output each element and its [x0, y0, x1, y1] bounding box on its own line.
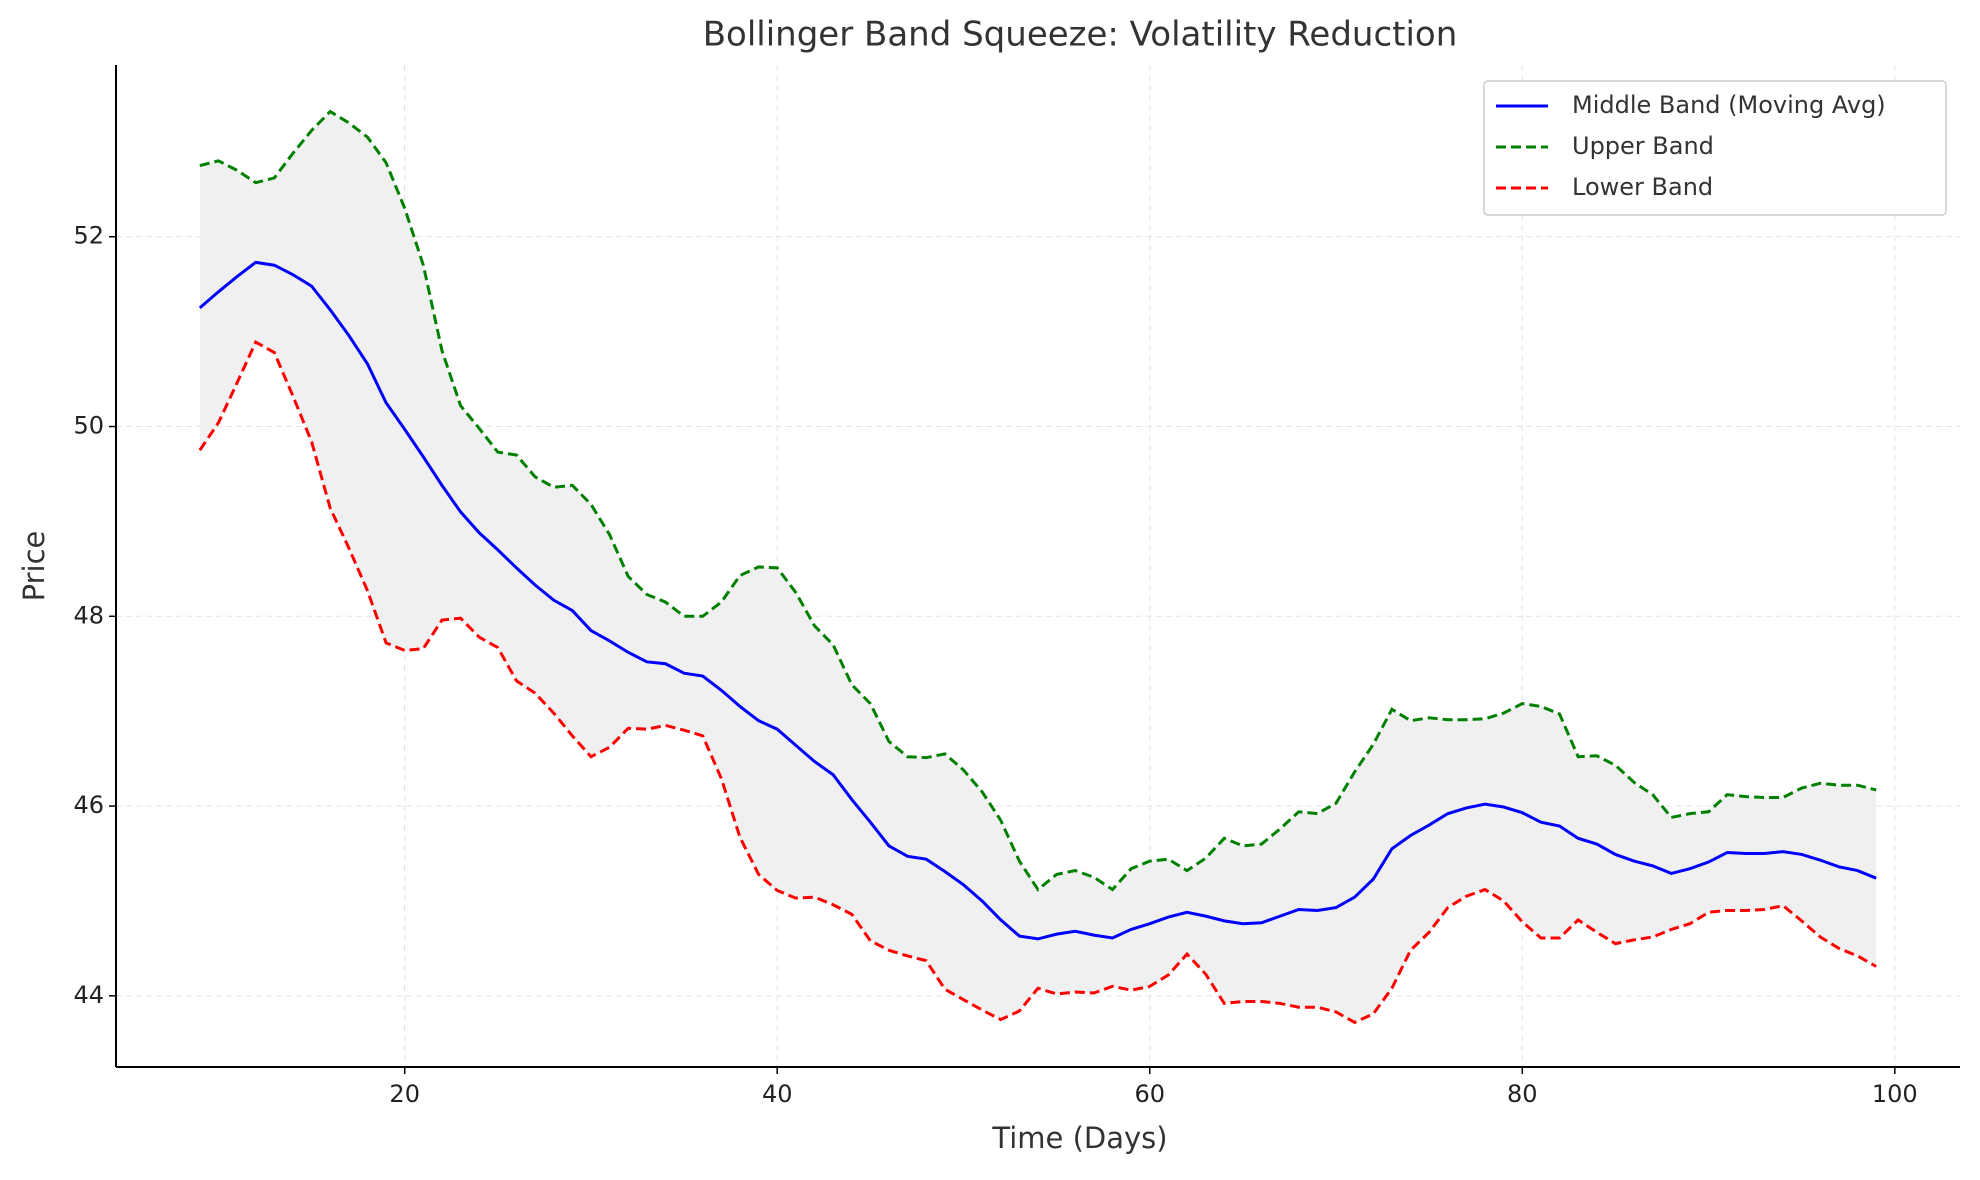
- y-tick-label: 46: [73, 791, 104, 819]
- x-tick-label: 60: [1134, 1080, 1165, 1108]
- band-area: [199, 111, 1877, 1023]
- series-line: [199, 109, 1877, 892]
- chart-title: Bollinger Band Squeeze: Volatility Reduc…: [703, 15, 1458, 55]
- series-line: [198, 339, 1877, 1025]
- legend-box: [1483, 80, 1947, 216]
- series-line: [198, 260, 1877, 941]
- x-tick-label: 80: [1507, 1080, 1538, 1108]
- y-tick-label: 48: [73, 601, 104, 629]
- legend-label: Upper Band: [1572, 132, 1714, 160]
- y-axis-label: Price: [17, 531, 51, 602]
- x-tick-label: 40: [762, 1080, 793, 1108]
- legend-label: Middle Band (Moving Avg): [1572, 91, 1886, 119]
- x-tick-label: 100: [1872, 1080, 1918, 1108]
- y-tick-label: 44: [73, 981, 104, 1009]
- y-tick-label: 52: [73, 222, 104, 250]
- x-axis-label: Time (Days): [991, 1121, 1167, 1155]
- y-tick-label: 50: [73, 412, 104, 440]
- legend-label: Lower Band: [1572, 173, 1713, 201]
- x-tick-label: 20: [389, 1080, 420, 1108]
